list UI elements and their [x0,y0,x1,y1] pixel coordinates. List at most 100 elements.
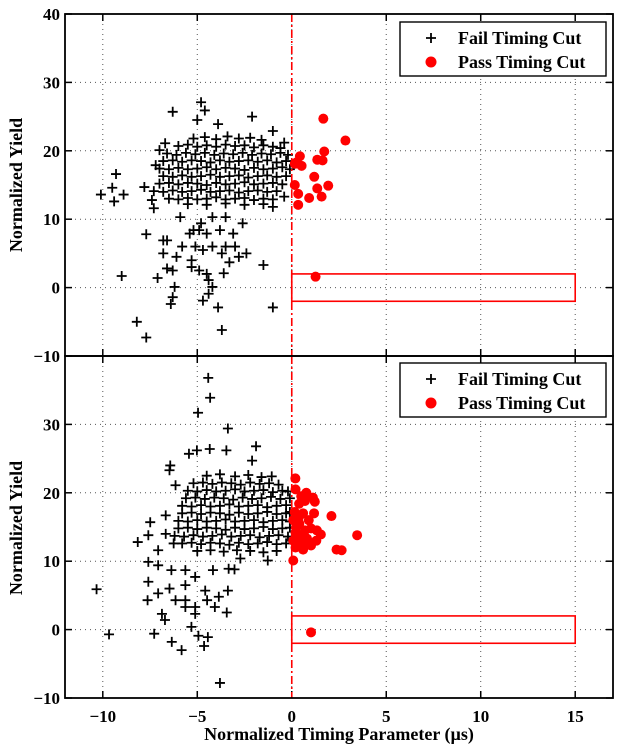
fail-point [196,184,207,195]
fail-point [200,585,211,596]
fail-point [159,615,170,626]
fail-point [201,268,212,279]
fail-point [186,621,197,632]
fail-point [104,629,115,640]
fail-point [267,194,278,205]
fail-point [279,137,290,148]
fail-point [220,241,231,252]
fail-point [267,487,278,498]
fail-point [220,139,231,150]
pass-point [309,171,320,182]
fail-point [262,186,273,197]
pass-point [306,627,317,638]
fail-point [193,407,204,418]
pass-point [303,538,314,549]
fail-point [118,189,129,200]
fail-point [256,472,267,483]
fail-point [275,493,286,504]
fail-point [218,268,229,279]
fail-point [173,179,184,190]
fail-point [201,485,212,496]
fail-point [190,571,201,582]
fail-point [214,225,225,236]
fail-point [180,565,191,576]
fail-point [262,170,273,181]
fail-point [235,479,246,490]
pass-point [336,545,347,556]
fail-point [245,477,256,488]
legend-plus-marker-icon [426,374,436,384]
fail-point [256,148,267,159]
fail-point [141,229,152,240]
fail-point [277,179,288,190]
fail-point [266,471,277,482]
fail-point [258,178,269,189]
fail-point [182,139,193,150]
y-tick-label: 0 [52,279,61,298]
fail-point [243,539,254,550]
y-tick-label: 30 [43,415,60,434]
pass-point [318,113,329,124]
fail-point [167,265,178,276]
fail-point [166,636,177,647]
fail-point [224,156,235,167]
fail-point [154,163,165,174]
fail-point [116,270,127,281]
pass-point [290,527,301,538]
y-tick-label: 20 [43,484,60,503]
fail-point [221,607,232,618]
legend-label-pass: Pass Timing Cut [458,52,585,72]
fail-point [196,509,207,520]
fail-point [209,149,220,160]
fail-point [271,509,282,520]
fail-point [156,608,167,619]
fail-point [271,186,282,197]
x-tick-label: 15 [567,707,584,726]
y-tick-label: 20 [43,142,60,161]
fail-point [284,164,295,175]
fail-point [199,641,210,652]
fail-point [275,147,286,158]
fail-point [239,486,250,497]
fail-point [162,235,173,246]
fail-point [168,538,179,549]
fail-point [162,263,173,274]
fail-point [222,585,233,596]
fail-point [233,251,244,262]
fail-point [218,546,229,557]
fail-point [192,486,203,497]
fail-point [224,257,235,268]
fail-point [248,195,259,206]
fail-point [211,141,222,152]
fail-point [237,147,248,158]
y-axis-label-bottom: Normalized Yield [6,461,26,595]
fail-point [243,509,254,520]
fail-point [264,530,275,541]
fail-point [252,508,263,519]
y-tick-label: 30 [43,73,60,92]
fail-point [214,155,225,166]
fail-point [241,248,252,259]
fail-point [267,125,278,136]
fail-point [271,171,282,182]
fail-point [205,186,216,197]
fail-point [224,539,235,550]
fail-point [163,193,174,204]
pass-point [319,146,330,157]
fail-point [220,198,231,209]
fail-point [245,530,256,541]
fail-point [191,445,202,456]
fail-point [182,177,193,188]
fail-point [203,275,214,286]
fail-point [211,523,222,534]
fail-point [247,149,258,160]
x-tick-label: 10 [472,707,489,726]
fail-point [218,148,229,159]
fail-point [226,531,237,542]
fail-point [158,171,169,182]
fail-point [258,547,269,558]
fail-point [193,630,204,641]
fail-point [207,212,218,223]
legend-label-pass: Pass Timing Cut [458,393,585,413]
legend-dot-marker-icon [425,397,437,409]
